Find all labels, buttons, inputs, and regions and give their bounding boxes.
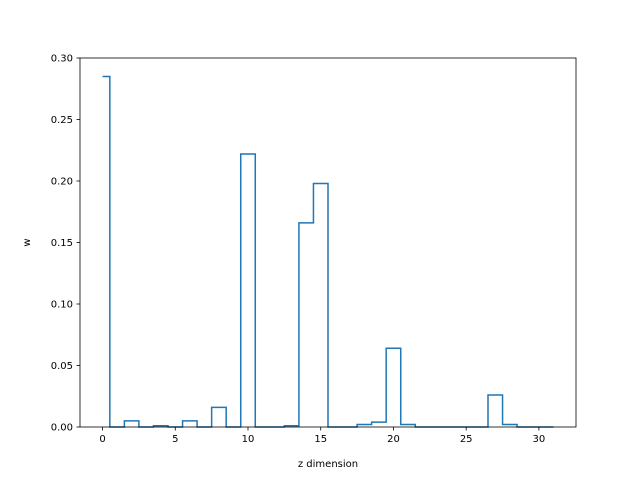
y-axis-ticks: 0.00 0.05 0.10 0.15 0.20 0.25 0.30 (51, 54, 80, 434)
x-tick-label: 30 (533, 434, 546, 445)
y-tick-label: 0.15 (51, 238, 73, 249)
plot-frame (79, 57, 577, 428)
x-tick-label: 5 (172, 434, 178, 445)
x-tick-label: 15 (314, 434, 327, 445)
x-tick-label: 10 (242, 434, 255, 445)
y-tick-label: 0.20 (51, 177, 73, 188)
x-axis-label: z dimension (298, 459, 358, 470)
y-axis-label: w (22, 238, 33, 246)
x-tick-label: 0 (99, 434, 105, 445)
y-tick-label: 0.10 (51, 300, 73, 311)
y-tick-label: 0.25 (51, 115, 73, 126)
y-tick-label: 0.30 (51, 54, 73, 65)
x-tick-label: 20 (387, 434, 400, 445)
x-axis-ticks: 0 5 10 15 20 25 30 (99, 427, 545, 445)
x-tick-label: 25 (460, 434, 473, 445)
y-tick-label: 0.05 (51, 361, 73, 372)
y-tick-label: 0.00 (51, 423, 73, 434)
